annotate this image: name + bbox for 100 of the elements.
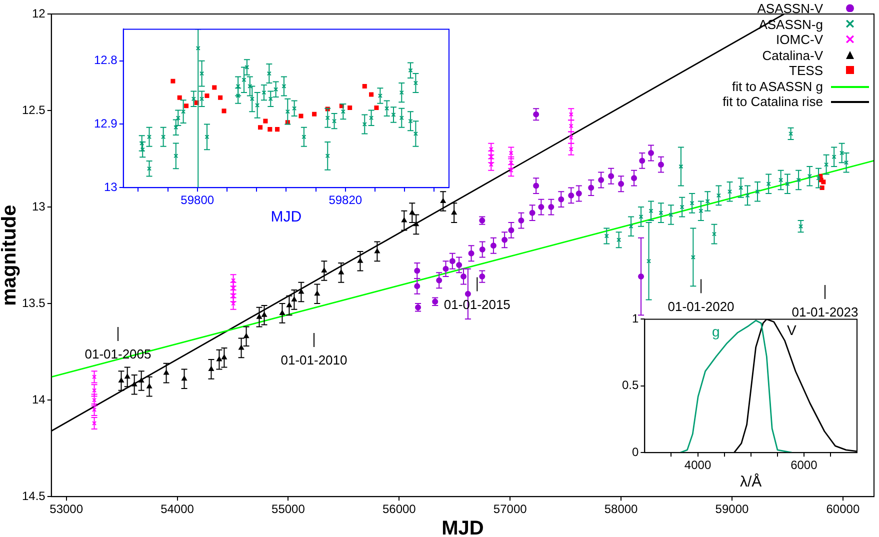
y-axis-title: magnitude (0, 204, 21, 306)
y-tick-label: 13 (104, 180, 118, 194)
point (374, 106, 379, 110)
x-tick-label: 55000 (272, 502, 306, 516)
y-tick-label: 13.5 (22, 296, 46, 310)
x-tick-label: 6000 (790, 458, 818, 472)
x-tick-label: 4000 (684, 458, 712, 472)
point (568, 146, 574, 152)
x-axis-title: MJD (442, 518, 484, 537)
point (408, 68, 413, 73)
point (184, 104, 189, 108)
point (766, 182, 771, 186)
point (798, 224, 804, 229)
y-tick-label: 0.5 (622, 378, 639, 392)
point (690, 254, 696, 260)
x-tick-label: 58000 (604, 502, 638, 516)
point (222, 108, 226, 114)
x-tick-label: 59820 (328, 193, 362, 208)
x-tick-label: 59800 (180, 193, 214, 208)
point (236, 93, 240, 98)
point (274, 87, 278, 92)
legend-label: TESS (789, 63, 823, 78)
point (218, 95, 223, 100)
point (170, 78, 176, 84)
y-tick-label: 13 (32, 199, 46, 214)
x-axis-title: MJD (270, 208, 302, 226)
legend-label: ASASSN-V (757, 1, 823, 16)
x-tick-label: 60000 (826, 502, 860, 516)
point (146, 166, 152, 171)
point (181, 109, 186, 114)
point (738, 185, 744, 190)
point (821, 180, 826, 184)
point (212, 85, 217, 90)
point (174, 125, 178, 130)
point (146, 134, 152, 140)
y-tick-label: 0 (632, 444, 639, 459)
annotation: 01-01-2010 (280, 352, 348, 368)
point (255, 102, 260, 108)
point (325, 154, 330, 158)
point (796, 178, 801, 182)
point (92, 407, 97, 412)
point (302, 134, 306, 140)
x-axis-title: λ/Å (740, 472, 762, 491)
legend-label: fit to Catalina rise (722, 94, 823, 110)
point (362, 84, 367, 88)
point (678, 164, 684, 169)
x-tick-label: 59000 (715, 502, 749, 516)
point (268, 127, 272, 132)
point (258, 125, 263, 130)
point (832, 154, 836, 160)
x-tick-label: 54000 (160, 502, 194, 516)
y-tick-label: 14 (32, 392, 46, 406)
point (408, 118, 413, 124)
point (340, 109, 346, 114)
x-tick-label: 57000 (493, 502, 528, 516)
point (348, 106, 352, 110)
point (755, 189, 760, 194)
legend-label: fit to ASASSN g (732, 78, 823, 94)
point (248, 84, 252, 88)
point (282, 84, 286, 88)
point (177, 95, 182, 100)
point (384, 106, 390, 111)
series-label: g (712, 323, 720, 340)
point (204, 134, 210, 140)
point (275, 127, 280, 132)
point (698, 208, 704, 214)
point (399, 90, 404, 95)
point (824, 162, 829, 167)
point (200, 96, 204, 102)
point (262, 90, 266, 95)
point (568, 135, 574, 140)
point (705, 198, 710, 204)
point (200, 71, 204, 76)
point (196, 46, 200, 50)
point (263, 118, 268, 124)
point (648, 208, 654, 214)
point (266, 71, 272, 76)
point (680, 204, 684, 210)
series-label: V (786, 322, 797, 338)
point (712, 232, 717, 236)
point (628, 224, 634, 229)
point (668, 212, 674, 218)
point (399, 116, 404, 120)
y-tick-label: 1 (632, 312, 639, 326)
point (369, 116, 374, 120)
point (646, 258, 652, 264)
y-tick-label: 14.5 (22, 488, 46, 503)
point (191, 96, 196, 102)
point (312, 112, 317, 116)
y-tick-label: 12.9 (94, 116, 118, 131)
point (161, 134, 166, 140)
point (292, 106, 297, 111)
y-tick-label: 12 (32, 6, 46, 20)
annotation: 01-01-2020 (668, 298, 734, 314)
x-tick-label: 53000 (50, 502, 84, 516)
point (242, 78, 246, 82)
annotation: 01-01-2023 (792, 304, 858, 320)
point (92, 420, 97, 426)
x-tick-label: 56000 (382, 502, 416, 516)
point (778, 178, 784, 182)
